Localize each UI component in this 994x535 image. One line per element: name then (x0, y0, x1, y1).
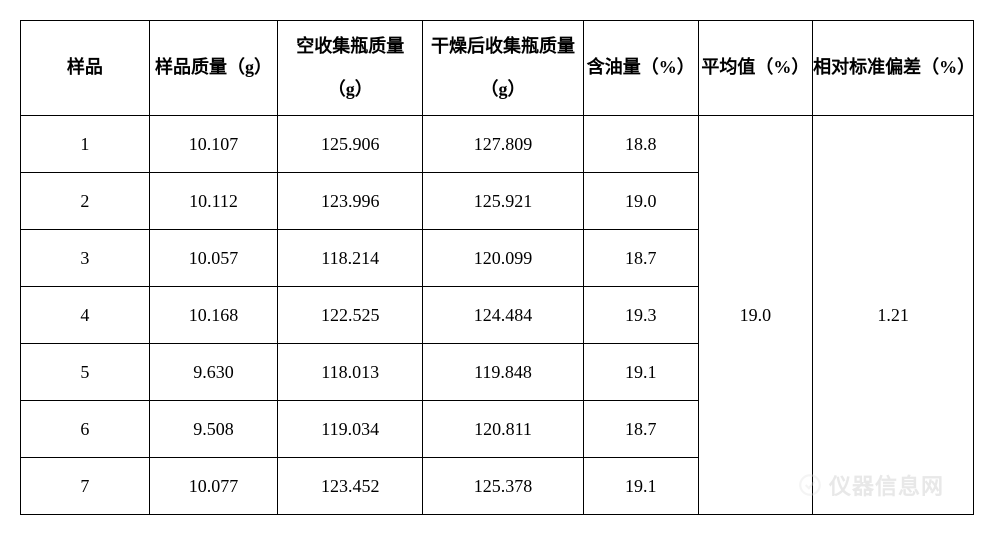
cell-sample-mass: 9.630 (149, 344, 278, 401)
cell-dry-bottle-mass: 120.099 (423, 230, 584, 287)
cell-dry-bottle-mass: 125.378 (423, 458, 584, 515)
header-empty-bottle-mass: 空收集瓶质量（g） (278, 21, 423, 116)
cell-sample: 1 (21, 116, 150, 173)
cell-oil-content: 18.7 (583, 230, 698, 287)
cell-sample: 3 (21, 230, 150, 287)
cell-sample-mass: 9.508 (149, 401, 278, 458)
cell-oil-content: 19.3 (583, 287, 698, 344)
cell-empty-bottle-mass: 119.034 (278, 401, 423, 458)
cell-oil-content: 19.0 (583, 173, 698, 230)
table-row: 1 10.107 125.906 127.809 18.8 19.0 1.21 (21, 116, 974, 173)
cell-empty-bottle-mass: 122.525 (278, 287, 423, 344)
header-average: 平均值（%） (698, 21, 813, 116)
cell-sample: 5 (21, 344, 150, 401)
cell-oil-content: 19.1 (583, 458, 698, 515)
cell-empty-bottle-mass: 118.214 (278, 230, 423, 287)
cell-dry-bottle-mass: 127.809 (423, 116, 584, 173)
cell-dry-bottle-mass: 125.921 (423, 173, 584, 230)
cell-sample-mass: 10.057 (149, 230, 278, 287)
cell-oil-content: 18.8 (583, 116, 698, 173)
cell-sample-mass: 10.168 (149, 287, 278, 344)
cell-sample: 4 (21, 287, 150, 344)
cell-dry-bottle-mass: 119.848 (423, 344, 584, 401)
cell-sample: 7 (21, 458, 150, 515)
header-sample: 样品 (21, 21, 150, 116)
table-header-row: 样品 样品质量（g） 空收集瓶质量（g） 干燥后收集瓶质量（g） 含油量（%） … (21, 21, 974, 116)
data-table: 样品 样品质量（g） 空收集瓶质量（g） 干燥后收集瓶质量（g） 含油量（%） … (20, 20, 974, 515)
cell-sample: 2 (21, 173, 150, 230)
header-rsd: 相对标准偏差（%） (813, 21, 974, 116)
cell-average: 19.0 (698, 116, 813, 515)
cell-empty-bottle-mass: 118.013 (278, 344, 423, 401)
cell-sample: 6 (21, 401, 150, 458)
cell-empty-bottle-mass: 123.452 (278, 458, 423, 515)
cell-sample-mass: 10.112 (149, 173, 278, 230)
cell-dry-bottle-mass: 120.811 (423, 401, 584, 458)
header-dry-bottle-mass: 干燥后收集瓶质量（g） (423, 21, 584, 116)
cell-rsd: 1.21 (813, 116, 974, 515)
cell-oil-content: 18.7 (583, 401, 698, 458)
cell-sample-mass: 10.077 (149, 458, 278, 515)
cell-empty-bottle-mass: 125.906 (278, 116, 423, 173)
cell-sample-mass: 10.107 (149, 116, 278, 173)
header-oil-content: 含油量（%） (583, 21, 698, 116)
cell-dry-bottle-mass: 124.484 (423, 287, 584, 344)
cell-oil-content: 19.1 (583, 344, 698, 401)
cell-empty-bottle-mass: 123.996 (278, 173, 423, 230)
header-sample-mass: 样品质量（g） (149, 21, 278, 116)
table-container: 样品 样品质量（g） 空收集瓶质量（g） 干燥后收集瓶质量（g） 含油量（%） … (20, 20, 974, 515)
